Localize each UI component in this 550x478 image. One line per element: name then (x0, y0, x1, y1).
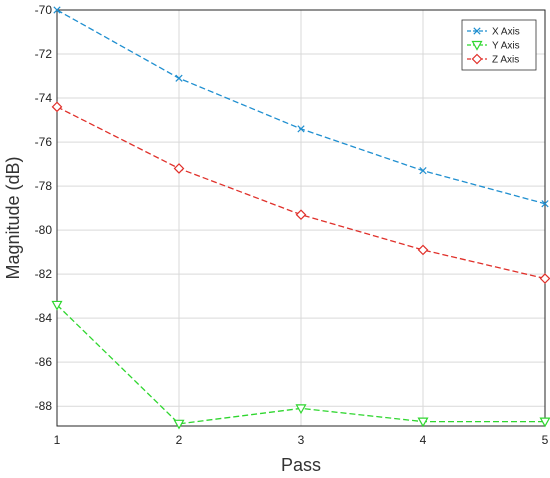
x-tick-label: 1 (54, 433, 61, 447)
y-tick-label: -72 (35, 47, 53, 61)
y-tick-labels: -70 -72 -74 -76 -78 -80 -82 -84 -86 -88 (35, 3, 53, 413)
data-point (51, 101, 63, 113)
legend-label: Y Axis (492, 41, 520, 52)
data-point (51, 300, 63, 311)
data-point (417, 417, 429, 428)
legend-item: X Axis (467, 27, 520, 38)
data-point (173, 419, 185, 430)
legend-marker (471, 40, 483, 51)
data-point (173, 163, 185, 174)
legend-marker (471, 53, 483, 65)
data-point (539, 273, 550, 284)
data-point (295, 209, 307, 221)
y-axis-label: Magnitude (dB) (3, 156, 23, 279)
series-y-axis (51, 300, 550, 430)
data-point (297, 125, 305, 133)
x-tick-label: 5 (542, 433, 549, 447)
series-layer (51, 6, 550, 430)
data-point (295, 404, 307, 415)
series-x-axis (53, 6, 549, 208)
y-tick-label: -74 (35, 91, 53, 105)
legend-item: Y Axis (467, 41, 520, 52)
data-point (175, 74, 183, 82)
plot-frame (56, 9, 546, 427)
y-tick-label: -70 (35, 3, 53, 17)
data-point (539, 417, 550, 428)
y-tick-label: -84 (35, 311, 53, 325)
data-point (541, 200, 549, 208)
series-z-axis (51, 101, 550, 284)
legend-item: Z Axis (467, 53, 519, 66)
data-point (419, 167, 427, 175)
series-line (56, 106, 546, 280)
y-tick-label: -82 (35, 267, 53, 281)
legend-label: Z Axis (492, 55, 519, 66)
x-axis-label: Pass (281, 455, 321, 475)
x-tick-label: 3 (298, 433, 305, 447)
y-tick-label: -76 (35, 135, 53, 149)
y-tick-label: -88 (35, 399, 53, 413)
y-tick-label: -80 (35, 223, 53, 237)
y-tick-label: -86 (35, 355, 53, 369)
y-tick-label: -78 (35, 179, 53, 193)
legend-label: X Axis (492, 27, 520, 38)
data-point (53, 6, 61, 14)
legend: X Axis Y Axis Z Axis (461, 19, 537, 71)
data-point (417, 244, 429, 256)
x-tick-label: 4 (420, 433, 427, 447)
x-tick-label: 2 (176, 433, 183, 447)
legend-marker (473, 27, 481, 35)
x-tick-labels: 1 2 3 4 5 (54, 433, 549, 447)
